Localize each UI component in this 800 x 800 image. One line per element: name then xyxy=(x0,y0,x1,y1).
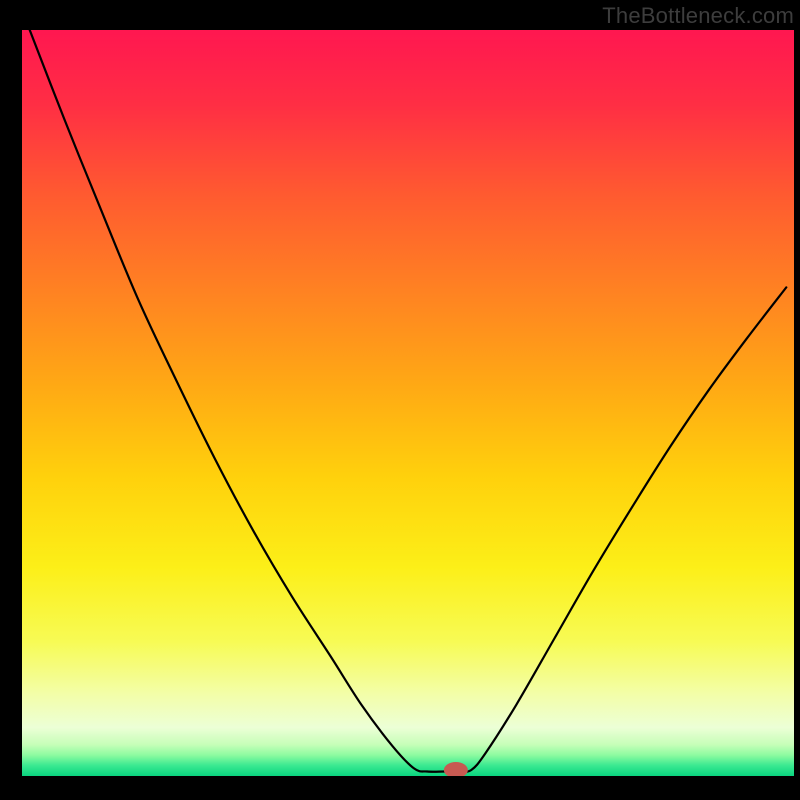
bottleneck-chart xyxy=(0,0,800,800)
watermark-text: TheBottleneck.com xyxy=(602,3,794,29)
plot-gradient-background xyxy=(22,30,794,776)
chart-container: TheBottleneck.com xyxy=(0,0,800,800)
optimal-point-marker xyxy=(444,762,468,778)
